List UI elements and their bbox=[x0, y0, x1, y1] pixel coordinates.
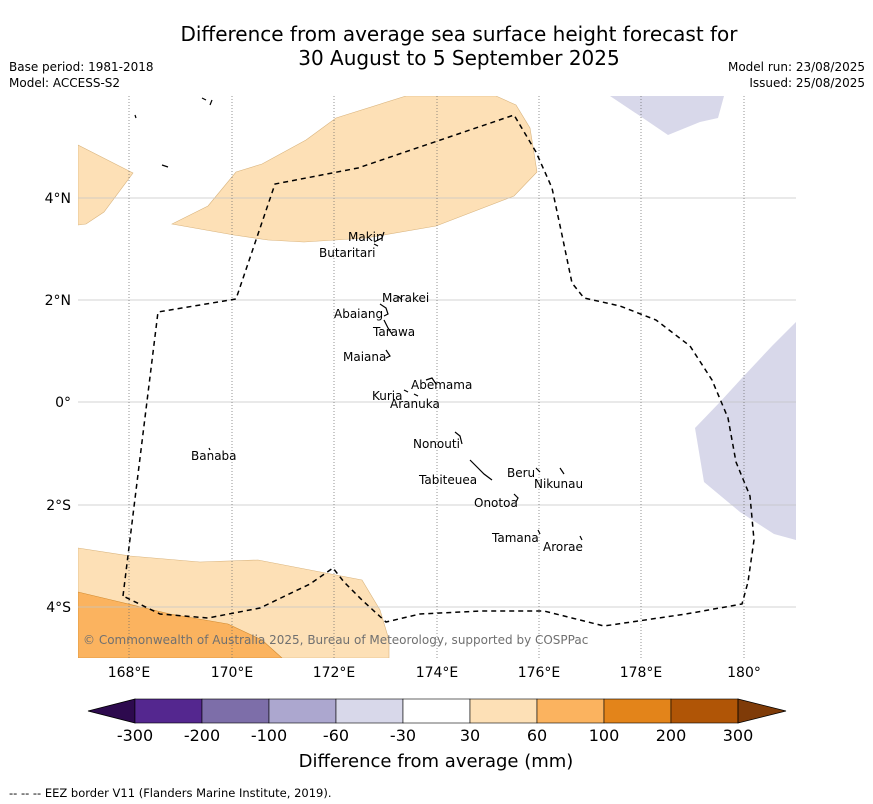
place-labels: Makin Butaritari Marakei Abaiang Tarawa … bbox=[191, 230, 583, 554]
latitude-tick-labels: 4°N 2°N 0° 2°S 4°S bbox=[45, 191, 72, 616]
label-abemama: Abemama bbox=[411, 378, 472, 392]
title-line-2: 30 August to 5 September 2025 bbox=[298, 46, 620, 70]
lon-tick-178e: 178°E bbox=[620, 665, 663, 681]
anomaly-region-east-negative bbox=[695, 322, 796, 540]
title-line-1: Difference from average sea surface heig… bbox=[180, 22, 738, 46]
lat-tick-4n: 4°N bbox=[45, 191, 71, 207]
lon-tick-172e: 172°E bbox=[313, 665, 356, 681]
anomaly-region-northeast-negative bbox=[610, 96, 724, 135]
lon-tick-168e: 168°E bbox=[108, 665, 151, 681]
label-onotoa: Onotoa bbox=[474, 496, 518, 510]
lat-tick-4s: 4°S bbox=[46, 600, 71, 616]
cb-tick-7: 100 bbox=[589, 726, 620, 745]
cb-tick-0: -300 bbox=[117, 726, 153, 745]
colorbar-swatch bbox=[268, 698, 337, 724]
longitude-gridlines bbox=[128, 96, 745, 658]
cb-tick-9: 300 bbox=[723, 726, 754, 745]
label-makin: Makin bbox=[348, 230, 384, 244]
label-nonouti: Nonouti bbox=[413, 437, 460, 451]
colorbar-swatch bbox=[536, 698, 605, 724]
colorbar-swatch bbox=[335, 698, 404, 724]
colorbar-title: Difference from average (mm) bbox=[299, 751, 574, 772]
label-tarawa: Tarawa bbox=[372, 325, 415, 339]
copyright-text: © Commonwealth of Australia 2025, Bureau… bbox=[83, 633, 588, 647]
base-period: Base period: 1981-2018 bbox=[9, 60, 154, 74]
cb-tick-8: 200 bbox=[656, 726, 687, 745]
label-arorae: Arorae bbox=[543, 540, 583, 554]
label-banaba: Banaba bbox=[191, 449, 237, 463]
meta-left: Base period: 1981-2018 Model: ACCESS-S2 bbox=[9, 59, 154, 91]
map-area: Makin Butaritari Marakei Abaiang Tarawa … bbox=[78, 96, 796, 658]
colorbar-swatch bbox=[603, 698, 672, 724]
eez-border bbox=[122, 114, 755, 627]
lat-tick-0: 0° bbox=[55, 395, 71, 411]
label-abaiang: Abaiang bbox=[334, 307, 383, 321]
lon-tick-180: 180° bbox=[727, 665, 761, 681]
lon-tick-170e: 170°E bbox=[211, 665, 254, 681]
cb-tick-3: -60 bbox=[323, 726, 349, 745]
model-run: Model run: 23/08/2025 bbox=[727, 60, 865, 74]
colorbar-tick-labels: -300 -200 -100 -60 -30 30 60 100 200 300 bbox=[117, 726, 753, 745]
label-butaritari: Butaritari bbox=[319, 246, 376, 260]
colorbar-swatch bbox=[201, 698, 270, 724]
anomaly-region-west bbox=[78, 144, 134, 226]
colorbar-swatch bbox=[134, 698, 203, 724]
island-outlines bbox=[134, 97, 583, 541]
cb-tick-4: -30 bbox=[390, 726, 416, 745]
label-nikunau: Nikunau bbox=[534, 477, 583, 491]
lon-tick-174e: 174°E bbox=[416, 665, 459, 681]
colorbar-swatch bbox=[469, 698, 538, 724]
colorbar-swatch bbox=[402, 698, 471, 724]
colorbar-extension-high bbox=[737, 698, 787, 724]
colorbar bbox=[87, 698, 787, 724]
lon-tick-176e: 176°E bbox=[518, 665, 561, 681]
map-title: Difference from average sea surface heig… bbox=[0, 22, 873, 70]
colorbar-extension-low bbox=[87, 698, 136, 724]
label-tamana: Tamana bbox=[491, 531, 539, 545]
lat-tick-2s: 2°S bbox=[46, 498, 71, 514]
label-kuria: Kuria bbox=[372, 389, 403, 403]
cb-tick-6: 60 bbox=[527, 726, 547, 745]
longitude-tick-labels: 168°E 170°E 172°E 174°E 176°E 178°E 180° bbox=[108, 665, 761, 681]
label-beru: Beru bbox=[507, 466, 535, 480]
meta-right: Model run: 23/08/2025 Issued: 25/08/2025 bbox=[728, 59, 865, 91]
cb-tick-1: -200 bbox=[184, 726, 220, 745]
label-maiana: Maiana bbox=[343, 350, 386, 364]
label-tabiteuea: Tabiteuea bbox=[418, 473, 477, 487]
colorbar-swatch bbox=[670, 698, 739, 724]
lat-tick-2n: 2°N bbox=[45, 293, 71, 309]
anomaly-region-southwest-strong bbox=[78, 591, 283, 658]
cb-tick-2: -100 bbox=[251, 726, 287, 745]
cb-tick-5: 30 bbox=[460, 726, 480, 745]
label-marakei: Marakei bbox=[382, 291, 429, 305]
label-aranuka: Aranuka bbox=[390, 397, 440, 411]
model-name: Model: ACCESS-S2 bbox=[9, 76, 121, 90]
footnote: -- -- -- EEZ border V11 (Flanders Marine… bbox=[9, 786, 332, 800]
issued-date: Issued: 25/08/2025 bbox=[749, 76, 865, 90]
